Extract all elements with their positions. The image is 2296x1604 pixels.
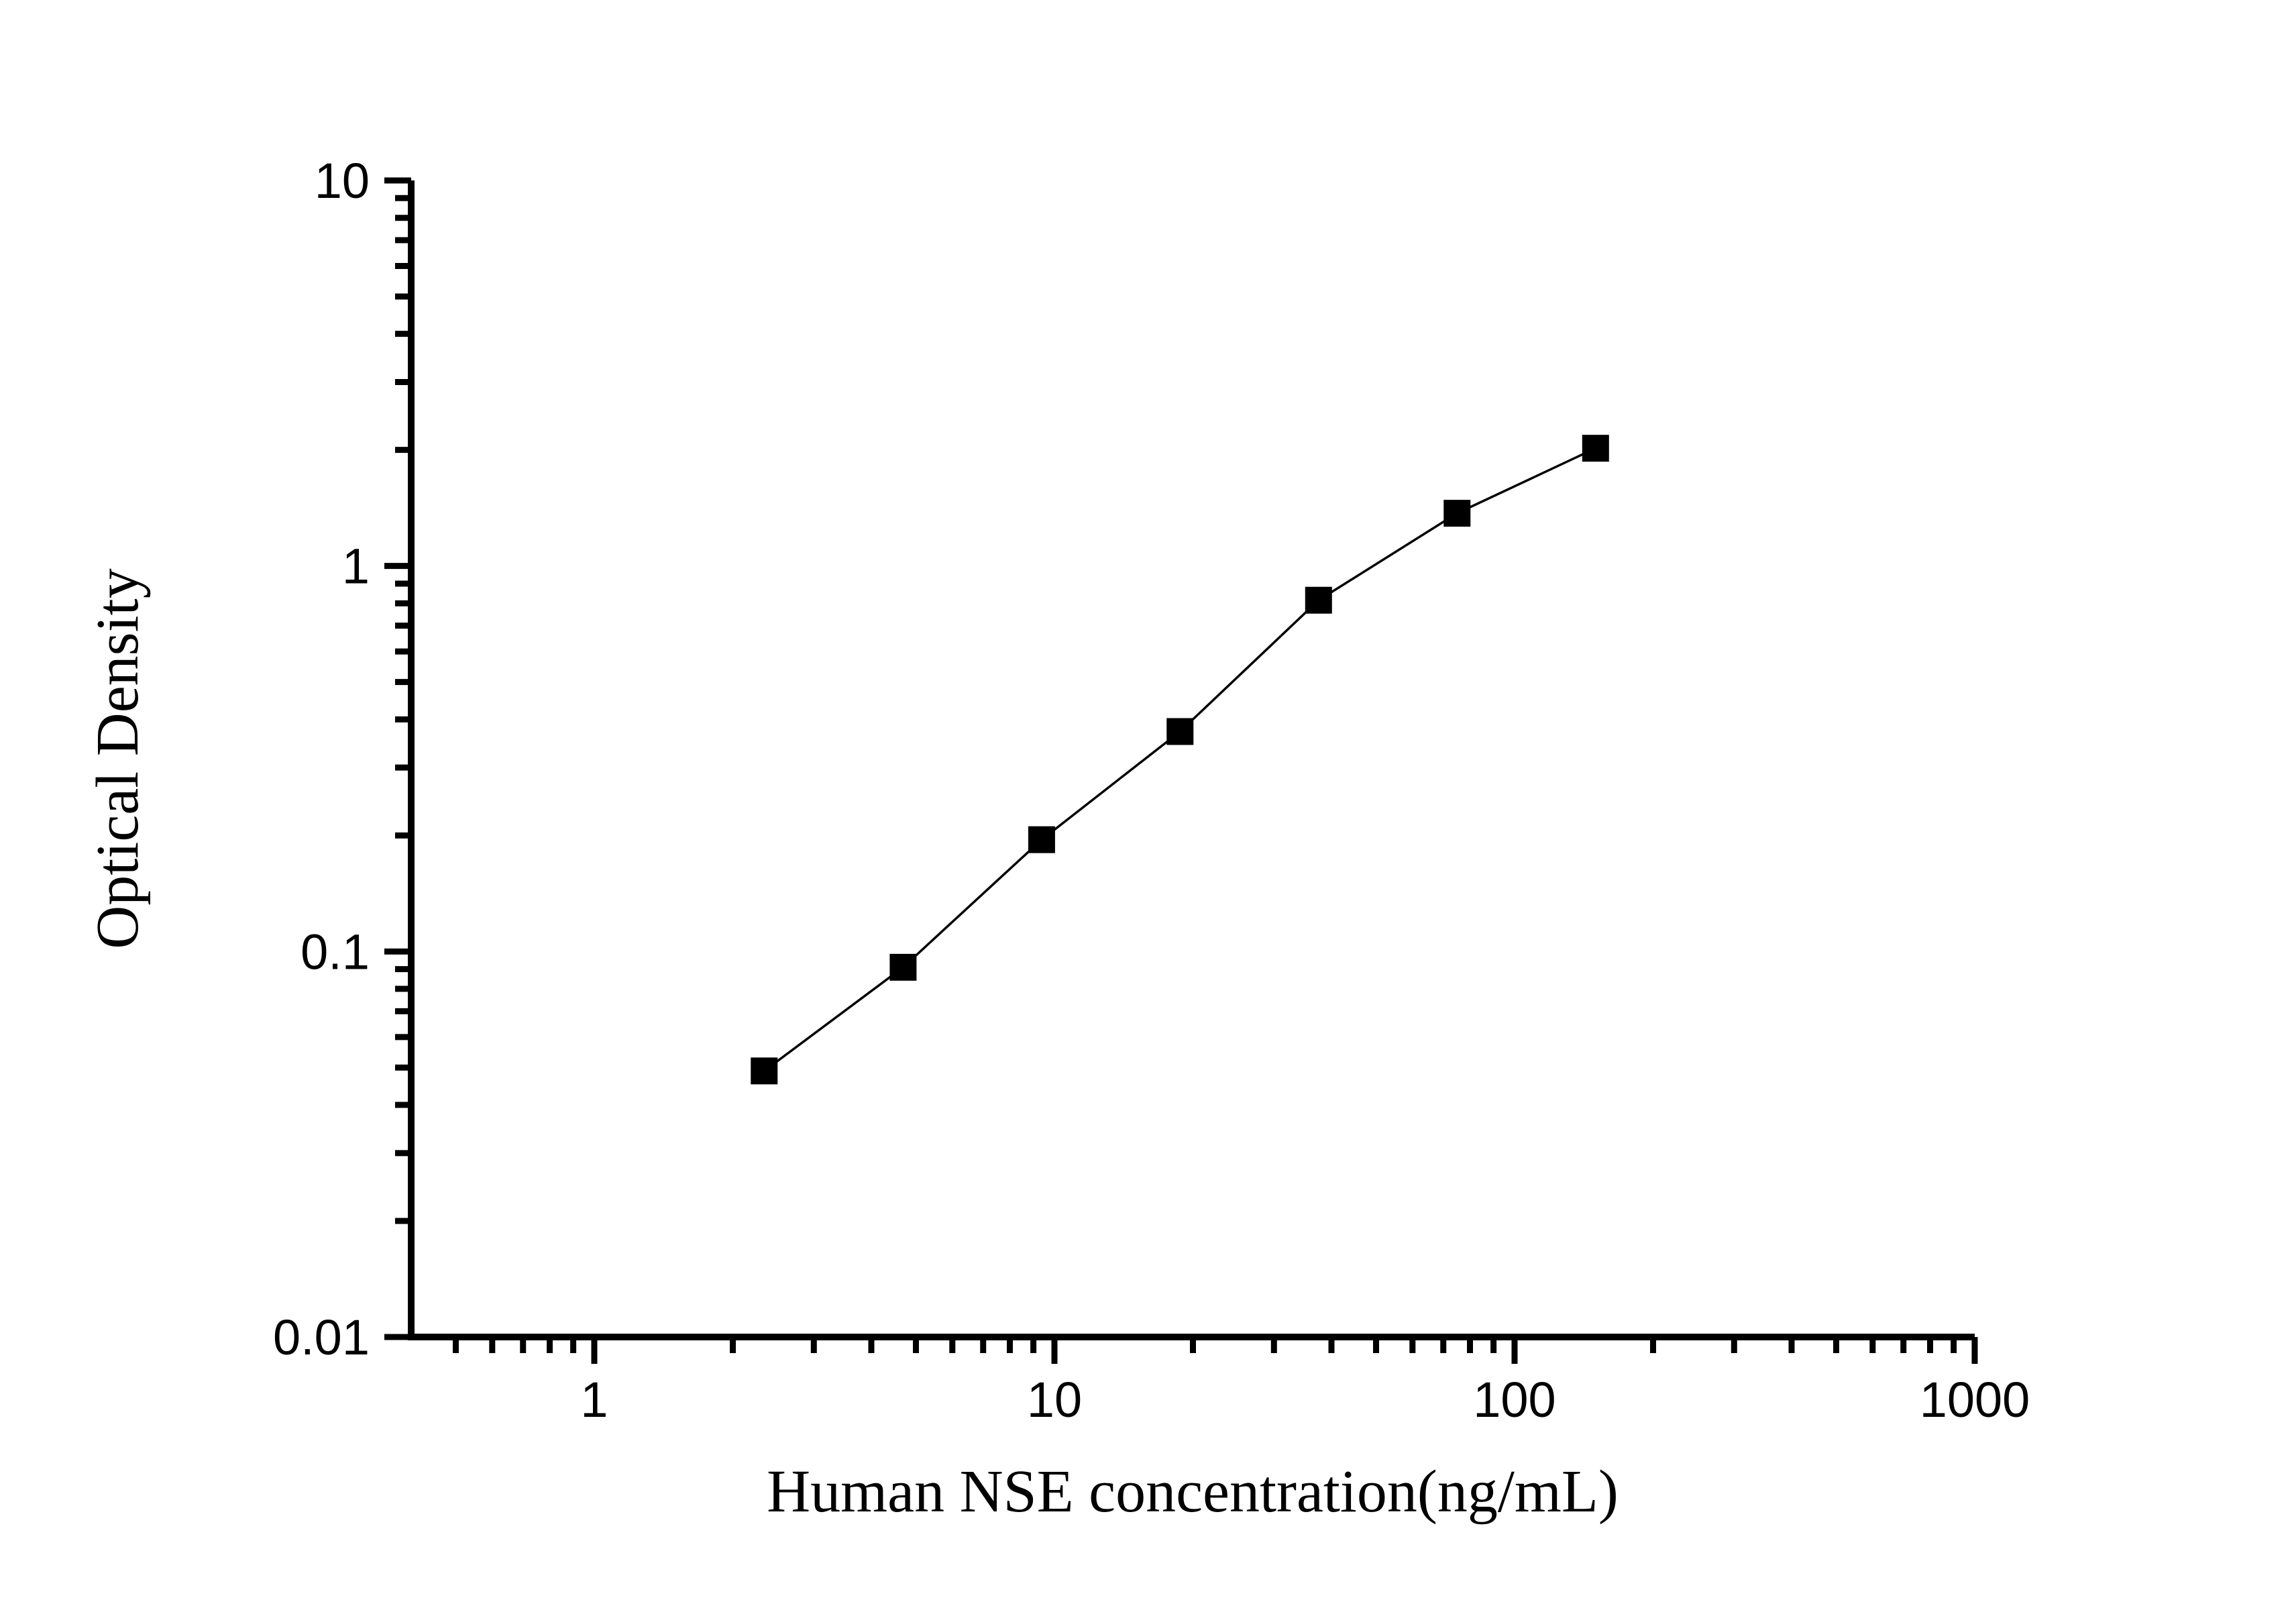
x-axis-tick-label: 1000 bbox=[1920, 1372, 2030, 1428]
y-axis-title: Optical Density bbox=[85, 568, 151, 949]
data-point-marker bbox=[751, 1057, 778, 1085]
data-point-marker bbox=[1166, 718, 1194, 745]
data-point-marker bbox=[1028, 826, 1055, 853]
x-axis-tick-label: 1 bbox=[580, 1372, 608, 1428]
curve-line bbox=[763, 447, 1596, 1072]
y-axis-tick-label: 0.01 bbox=[273, 1309, 370, 1365]
y-axis-tick-label: 0.1 bbox=[300, 924, 370, 979]
data-point-marker bbox=[1582, 435, 1609, 462]
x-axis-title: Human NSE concentration(ng/mL) bbox=[767, 1458, 1619, 1525]
data-point-marker bbox=[1443, 500, 1471, 527]
y-axis-tick-label: 1 bbox=[342, 539, 370, 594]
x-axis-tick-label: 10 bbox=[1027, 1372, 1082, 1428]
data-point-marker bbox=[889, 953, 917, 981]
y-axis-tick-label: 10 bbox=[315, 153, 370, 209]
data-point-marker bbox=[1305, 586, 1332, 614]
x-axis-tick-label: 100 bbox=[1473, 1372, 1555, 1428]
axes bbox=[408, 180, 1975, 1340]
